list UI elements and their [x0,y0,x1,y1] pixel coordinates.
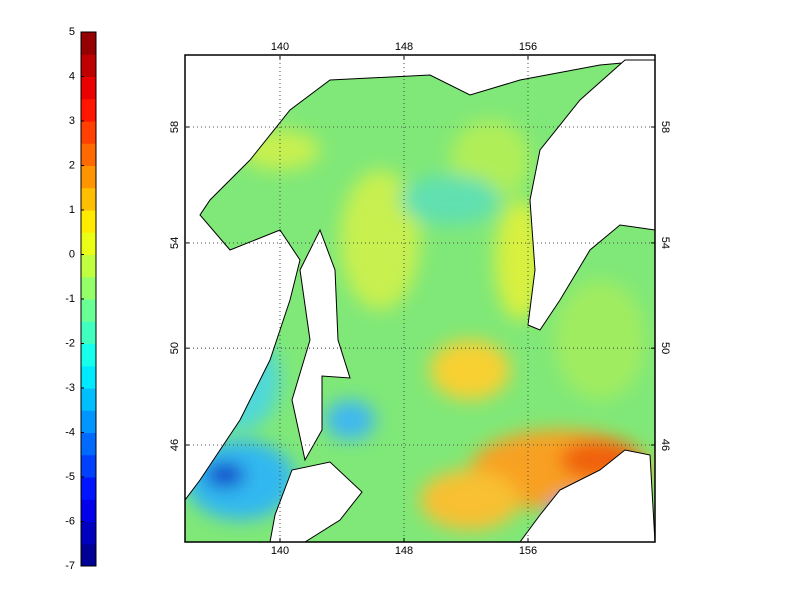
colorbar-tick-label: 3 [69,115,75,127]
colorbar-band [81,98,96,122]
colorbar-band [81,254,96,278]
colorbar-tick-label: -1 [65,293,75,305]
lat-tick-label: 54 [169,237,181,249]
kamchatka [527,59,655,331]
colorbar-band [81,454,96,478]
colorbar-band [81,276,96,300]
lat-tick-label: 54 [659,237,671,249]
colorbar-tick-label: 4 [69,70,75,82]
lat-tick-label: 58 [169,121,181,133]
map-frame [184,54,656,543]
lat-tick-label: 46 [169,439,181,451]
graticule: 140 148 156 140 148 156 58 54 50 46 58 54 50 46 [169,41,671,557]
colorbar-tick-label: 2 [69,159,75,171]
colorbar-band [81,76,96,100]
colorbar-tick-label: -6 [65,515,75,527]
lat-tick-label: 58 [659,121,671,133]
map-field [185,55,655,542]
colorbar-band [81,499,96,522]
sakhalin [291,228,351,462]
colorbar-band [81,121,96,144]
colorbar: 5 4 3 2 1 0 -1 -2 -3 -4 -5 -6 -7 [65,26,97,572]
colorbar-tick-label: -3 [65,382,75,394]
colorbar-band [81,432,96,456]
colorbar-tick-label: -7 [65,560,75,572]
colorbar-band [81,232,96,255]
colorbar-band [81,143,96,166]
colorbar-band [81,210,96,233]
colorbar-band [81,32,96,55]
hokkaido [269,461,363,542]
colorbar-band [81,477,96,500]
colorbar-tick-label: 1 [69,204,75,216]
colorbar-band [81,365,96,389]
colorbar-band [81,187,96,211]
colorbar-band [81,299,96,322]
colorbar-tick-label: 0 [69,248,75,260]
colorbar-band [81,343,96,367]
colorbar-tick-label: -4 [65,426,75,438]
lat-tick-label: 50 [659,342,671,354]
colorbar-tick-label: -5 [65,471,75,483]
colorbar-tick-label: 5 [69,26,75,38]
mainland [185,55,655,501]
lon-tick-label: 140 [271,41,289,53]
lon-tick-label: 148 [395,41,413,53]
colorbar-band [81,321,96,344]
lon-tick-label: 156 [519,545,537,557]
colorbar-band [81,54,96,77]
lon-tick-label: 156 [519,41,537,53]
lon-tick-label: 140 [271,545,289,557]
lon-tick-label: 148 [395,545,413,557]
colorbar-tick-label: -2 [65,337,75,349]
colorbar-band [81,521,96,545]
colorbar-band [81,388,96,411]
colorbar-band [81,543,96,567]
colorbar-band [81,410,96,433]
northeast-gap [519,449,655,542]
lat-tick-label: 50 [169,342,181,354]
lat-tick-label: 46 [659,439,671,451]
colorbar-band [81,165,96,189]
